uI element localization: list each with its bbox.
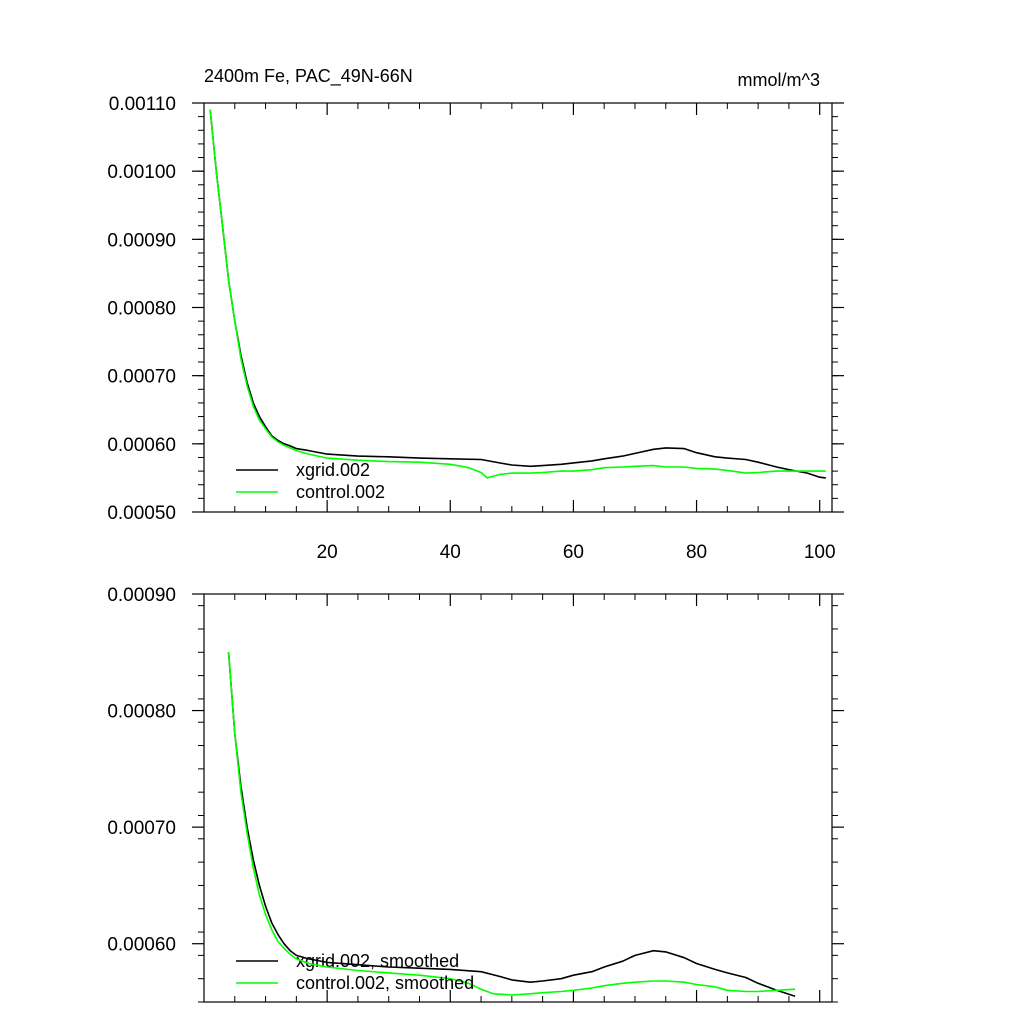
series-line-control-002-smoothed	[227, 652, 796, 996]
y-tick-label: 0.00050	[107, 503, 176, 524]
series-line-xgrid-002	[209, 109, 826, 479]
bottom-panel: 0.00060 0.00070 0.00080 0.00090 xgrid.002, s…	[107, 585, 844, 1003]
x-tick-label: 20	[317, 542, 338, 563]
y-tick-label: 0.00100	[107, 162, 176, 183]
y-tick-label: 0.00090	[107, 230, 176, 251]
y-tick-label: 0.00080	[107, 299, 176, 320]
top-panel-units: mmol/m^3	[738, 70, 820, 90]
x-tick-label: 40	[440, 542, 461, 563]
legend-label: xgrid.002	[296, 460, 370, 480]
plot-frame	[203, 593, 833, 1003]
y-tick-label: 0.00080	[107, 702, 176, 723]
y-tick-label: 0.00090	[107, 585, 176, 606]
top-panel-title: 2400m Fe, PAC_49N-66N	[204, 66, 413, 87]
legend-label: control.002, smoothed	[296, 973, 474, 993]
legend-label: xgrid.002, smoothed	[296, 951, 459, 971]
y-tick-label: 0.00110	[109, 94, 176, 115]
y-tick-label: 0.00070	[107, 367, 176, 388]
x-tick-label: 100	[804, 542, 836, 563]
y-tick-label: 0.00070	[107, 818, 176, 839]
y-tick-label: 0.00060	[107, 435, 176, 456]
x-tick-label: 60	[563, 542, 584, 563]
y-tick-label: 0.00060	[107, 935, 176, 956]
series-line-control-002	[209, 109, 826, 479]
x-tick-label: 80	[686, 542, 707, 563]
top-panel: 2400m Fe, PAC_49N-66N mmol/m^3 20 40 60 80 1…	[107, 66, 844, 563]
legend-label: control.002	[296, 482, 385, 502]
series-line-xgrid-002-smoothed	[227, 652, 796, 997]
